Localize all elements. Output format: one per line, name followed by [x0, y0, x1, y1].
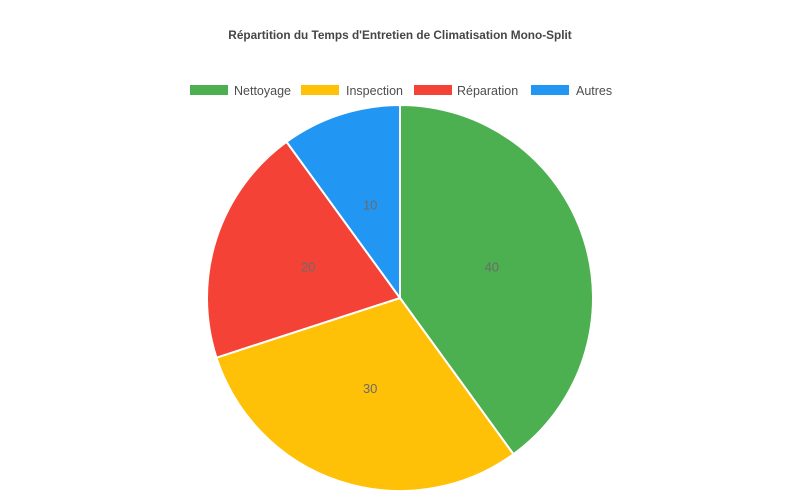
- svg-text:40: 40: [485, 260, 499, 275]
- svg-text:30: 30: [363, 381, 377, 396]
- svg-text:20: 20: [301, 260, 315, 275]
- svg-text:10: 10: [363, 198, 377, 213]
